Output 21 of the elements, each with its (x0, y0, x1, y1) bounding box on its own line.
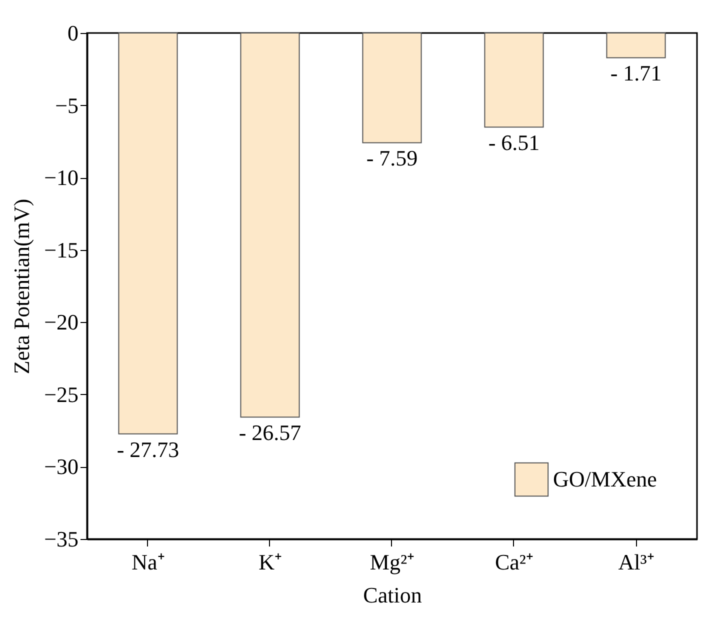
legend-label: GO/MXene (553, 466, 657, 492)
y-tick-label: −35 (44, 526, 78, 552)
y-tick-label: −30 (44, 454, 78, 480)
y-axis-title: Zeta Potentian(mV) (9, 198, 34, 374)
y-tick-label: −10 (44, 165, 78, 190)
data-label: - 1.71 (610, 60, 662, 86)
y-tick-label: −25 (44, 382, 78, 407)
y-tick-label: −20 (44, 310, 78, 335)
x-axis-title: Cation (363, 582, 422, 608)
y-tick-label: −5 (55, 92, 78, 118)
data-label: - 7.59 (366, 146, 418, 171)
data-label: - 26.57 (238, 420, 302, 446)
data-label: - 27.73 (116, 436, 180, 462)
x-tick-label: Al³⁺ (618, 550, 654, 574)
x-tick-label: K⁺ (258, 550, 282, 574)
data-label: - 6.51 (488, 130, 540, 156)
y-tick-label: −15 (44, 237, 78, 262)
x-tick-label: Ca²⁺ (494, 550, 534, 574)
x-tick-label: Na⁺ (132, 550, 164, 574)
x-tick-label: Mg²⁺ (370, 550, 414, 574)
y-tick-label: 0 (68, 20, 78, 46)
